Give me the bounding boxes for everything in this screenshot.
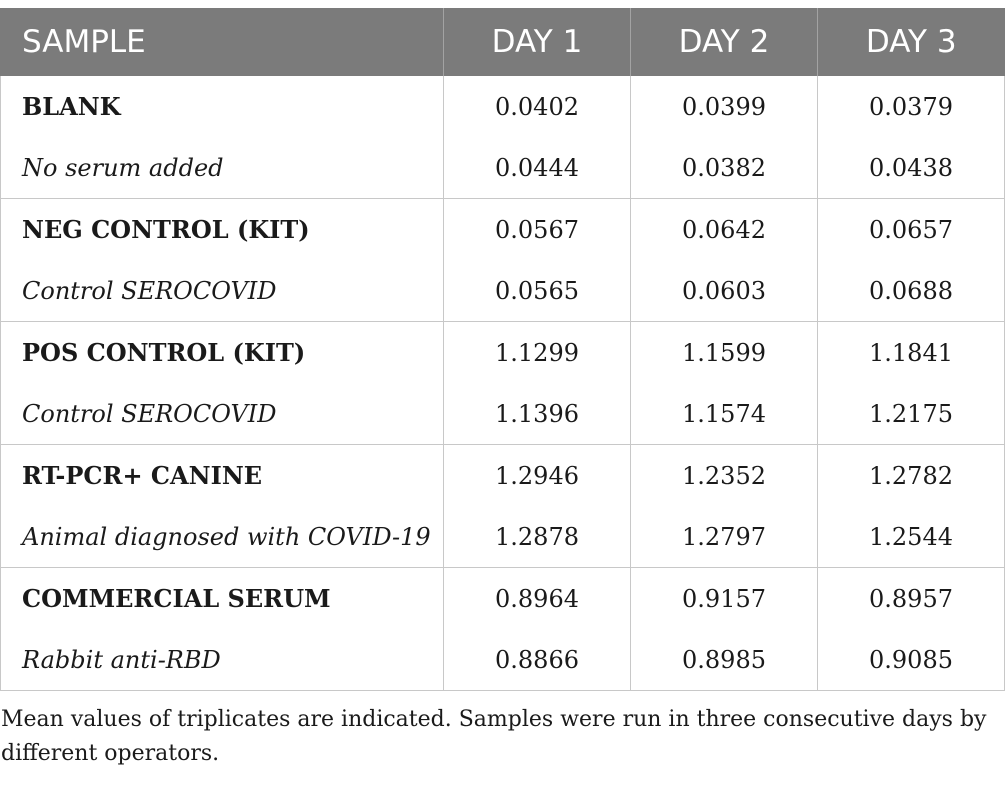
day-1-value: 1.1299	[443, 321, 631, 383]
table-row: POS CONTROL (KIT) 1.1299 1.1599 1.1841	[0, 321, 1005, 383]
day-3-value: 0.9085	[817, 629, 1005, 691]
sample-name: NEG CONTROL (KIT)	[0, 198, 444, 260]
day-2-value: 1.1574	[630, 383, 818, 445]
sample-name: COMMERCIAL SERUM	[0, 567, 444, 629]
table-row: Rabbit anti-RBD 0.8866 0.8985 0.9085	[0, 629, 1005, 691]
results-table-container: SAMPLE DAY 1 DAY 2 DAY 3 BLANK 0.0402 0.…	[0, 8, 1005, 691]
day-1-value: 1.1396	[443, 383, 631, 445]
day-2-value: 1.2352	[630, 444, 818, 506]
table-row: COMMERCIAL SERUM 0.8964 0.9157 0.8957	[0, 567, 1005, 629]
day-3-value: 0.0438	[817, 137, 1005, 199]
day-2-value: 1.1599	[630, 321, 818, 383]
day-3-value: 0.0657	[817, 198, 1005, 260]
table-body: BLANK 0.0402 0.0399 0.0379 No serum adde…	[0, 76, 1005, 691]
header-day-3: DAY 3	[817, 8, 1005, 76]
header-row: SAMPLE DAY 1 DAY 2 DAY 3	[0, 8, 1005, 76]
sample-description: Control SEROCOVID	[0, 383, 444, 445]
day-1-value: 0.0567	[443, 198, 631, 260]
table-header: SAMPLE DAY 1 DAY 2 DAY 3	[0, 8, 1005, 76]
day-2-value: 0.9157	[630, 567, 818, 629]
sample-description: Rabbit anti-RBD	[0, 629, 444, 691]
table-row: RT-PCR+ CANINE 1.2946 1.2352 1.2782	[0, 444, 1005, 506]
day-1-value: 0.8964	[443, 567, 631, 629]
day-2-value: 0.8985	[630, 629, 818, 691]
day-1-value: 1.2878	[443, 506, 631, 568]
day-3-value: 0.0379	[817, 76, 1005, 137]
sample-description: Animal diagnosed with COVID-19	[0, 506, 444, 568]
header-day-2: DAY 2	[630, 8, 818, 76]
day-2-value: 0.0603	[630, 260, 818, 322]
day-2-value: 0.0382	[630, 137, 818, 199]
day-3-value: 1.2782	[817, 444, 1005, 506]
header-day-1: DAY 1	[443, 8, 631, 76]
day-3-value: 1.2544	[817, 506, 1005, 568]
day-3-value: 1.1841	[817, 321, 1005, 383]
day-2-value: 0.0399	[630, 76, 818, 137]
table-footnote: Mean values of triplicates are indicated…	[1, 707, 987, 766]
day-1-value: 0.8866	[443, 629, 631, 691]
results-table: SAMPLE DAY 1 DAY 2 DAY 3 BLANK 0.0402 0.…	[0, 8, 1005, 691]
day-1-value: 0.0565	[443, 260, 631, 322]
sample-name: POS CONTROL (KIT)	[0, 321, 444, 383]
day-2-value: 0.0642	[630, 198, 818, 260]
day-3-value: 0.0688	[817, 260, 1005, 322]
day-3-value: 1.2175	[817, 383, 1005, 445]
day-3-value: 0.8957	[817, 567, 1005, 629]
day-1-value: 0.0444	[443, 137, 631, 199]
sample-description: No serum added	[0, 137, 444, 199]
table-row: BLANK 0.0402 0.0399 0.0379	[0, 76, 1005, 137]
sample-name: BLANK	[0, 76, 444, 137]
day-1-value: 0.0402	[443, 76, 631, 137]
header-sample: SAMPLE	[0, 8, 444, 76]
table-row: Animal diagnosed with COVID-19 1.2878 1.…	[0, 506, 1005, 568]
day-2-value: 1.2797	[630, 506, 818, 568]
table-row: No serum added 0.0444 0.0382 0.0438	[0, 137, 1005, 199]
table-row: Control SEROCOVID 0.0565 0.0603 0.0688	[0, 260, 1005, 322]
sample-name: RT-PCR+ CANINE	[0, 444, 444, 506]
table-row: Control SEROCOVID 1.1396 1.1574 1.2175	[0, 383, 1005, 445]
table-row: NEG CONTROL (KIT) 0.0567 0.0642 0.0657	[0, 198, 1005, 260]
sample-description: Control SEROCOVID	[0, 260, 444, 322]
day-1-value: 1.2946	[443, 444, 631, 506]
